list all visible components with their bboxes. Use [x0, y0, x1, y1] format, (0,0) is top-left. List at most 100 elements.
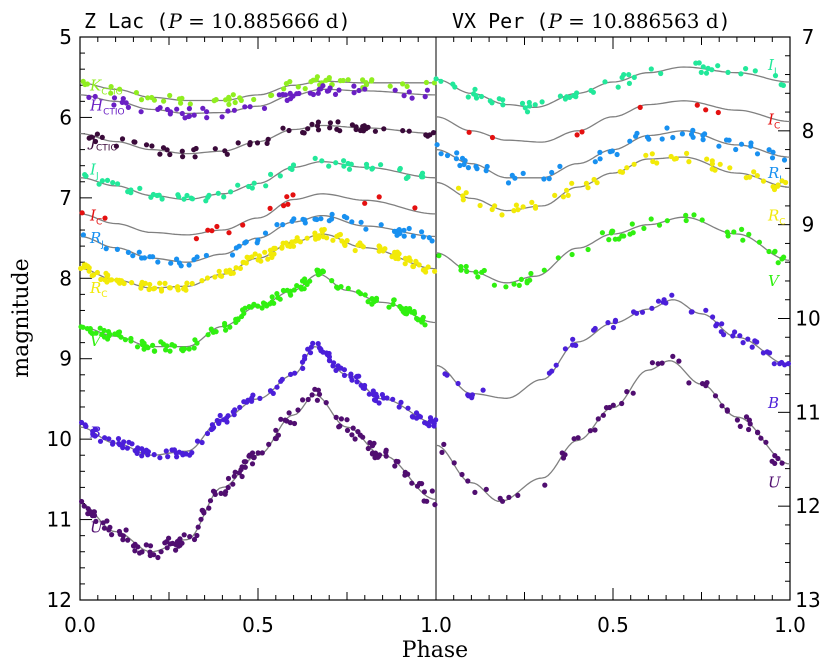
data-point	[416, 262, 422, 268]
data-point	[114, 246, 120, 252]
data-point	[740, 340, 746, 346]
data-point	[358, 219, 364, 225]
data-point	[760, 350, 767, 356]
data-point	[552, 192, 558, 198]
data-point	[92, 93, 98, 100]
data-point	[341, 163, 347, 169]
fit-curve	[79, 394, 437, 553]
data-point	[631, 161, 637, 167]
data-point	[217, 273, 223, 279]
data-point	[237, 404, 243, 410]
data-point	[291, 287, 297, 293]
data-point	[478, 93, 485, 100]
band-label: RJ	[89, 229, 104, 250]
data-point	[326, 218, 332, 224]
data-point	[412, 205, 418, 211]
data-point	[363, 226, 369, 232]
data-point	[235, 140, 241, 146]
data-point	[541, 267, 547, 273]
data-point	[630, 230, 636, 236]
data-point	[104, 279, 110, 285]
data-point	[215, 190, 221, 196]
data-point	[368, 78, 375, 84]
data-point	[372, 128, 378, 134]
data-point	[267, 301, 273, 307]
data-point	[689, 309, 695, 315]
data-point	[130, 543, 137, 549]
data-point	[609, 148, 615, 154]
data-point	[344, 417, 350, 423]
data-point	[426, 235, 432, 241]
data-point	[410, 263, 416, 269]
data-point	[771, 249, 778, 255]
data-point	[304, 235, 310, 241]
band-label: IC	[767, 111, 780, 132]
data-point	[465, 392, 471, 398]
series-1-0: IJ	[433, 56, 790, 115]
data-point	[541, 176, 547, 182]
data-point	[278, 416, 284, 422]
data-point	[157, 151, 163, 157]
data-point	[564, 187, 570, 193]
data-point	[225, 108, 231, 114]
data-point	[83, 423, 89, 429]
data-point	[603, 405, 610, 411]
data-point	[163, 539, 170, 545]
y-tick-label: 9	[59, 347, 72, 371]
data-point	[529, 199, 535, 205]
data-point	[99, 134, 105, 140]
data-point	[112, 331, 118, 337]
data-point	[174, 106, 180, 112]
data-point	[491, 282, 497, 288]
data-point	[637, 104, 643, 110]
data-point	[354, 379, 360, 385]
data-point	[135, 445, 141, 451]
data-point	[284, 194, 290, 200]
data-point	[246, 183, 252, 190]
data-point	[199, 439, 205, 446]
data-point	[254, 240, 260, 246]
data-point	[600, 412, 607, 418]
x-tick-label: 0.0	[64, 613, 96, 637]
data-point	[483, 168, 489, 174]
data-point	[691, 212, 697, 218]
y-tick-label: 8	[59, 266, 72, 290]
data-point	[251, 96, 257, 103]
data-point	[518, 276, 525, 282]
data-point	[409, 414, 415, 420]
series-1-1: IC	[435, 100, 791, 143]
data-point	[395, 252, 401, 258]
data-point	[315, 341, 321, 347]
data-point	[360, 244, 366, 250]
data-point	[362, 86, 368, 92]
data-point	[164, 106, 170, 113]
data-point	[208, 326, 214, 332]
data-point	[381, 126, 387, 132]
data-point	[489, 100, 495, 106]
data-point	[520, 204, 526, 210]
data-point	[406, 89, 412, 95]
data-point	[305, 126, 311, 132]
data-point	[724, 408, 731, 414]
data-point	[242, 240, 248, 246]
data-point	[150, 342, 156, 348]
data-point	[124, 445, 130, 451]
data-point	[219, 114, 225, 120]
data-point	[559, 450, 565, 456]
data-point	[349, 432, 355, 438]
data-point	[717, 161, 723, 167]
data-point	[166, 285, 173, 291]
data-point	[290, 93, 296, 99]
data-point	[766, 147, 772, 153]
data-point	[766, 248, 772, 255]
data-point	[191, 345, 197, 351]
data-point	[775, 260, 781, 266]
data-point	[703, 307, 709, 313]
data-point	[465, 94, 471, 100]
data-point	[571, 93, 577, 99]
data-point	[315, 387, 321, 393]
data-point	[187, 534, 193, 540]
data-point	[406, 128, 412, 134]
data-point	[120, 537, 126, 543]
data-point	[592, 159, 598, 165]
